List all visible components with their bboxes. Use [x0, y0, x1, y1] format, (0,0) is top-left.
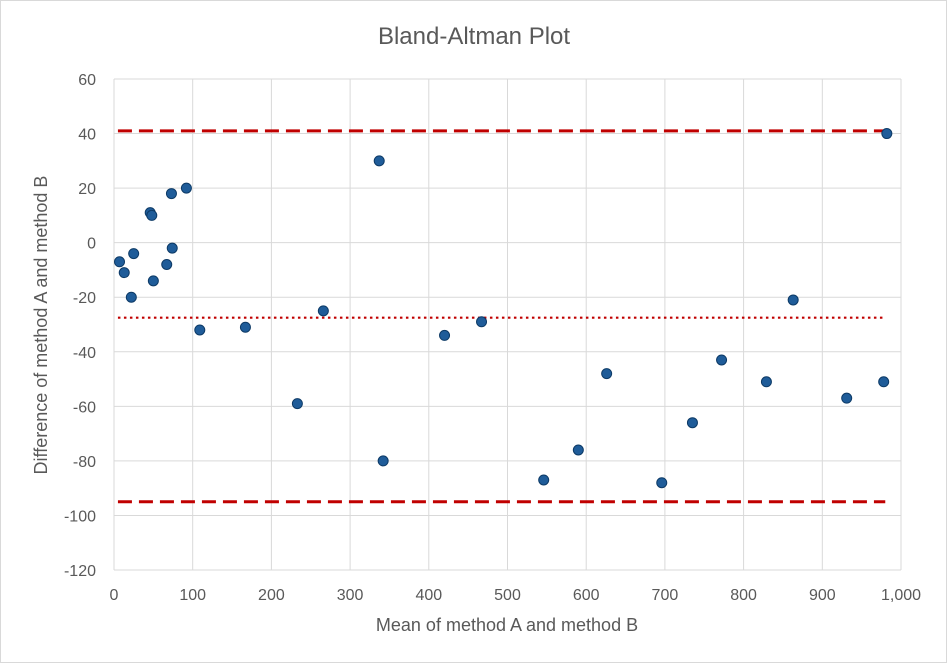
y-tick-label: -40 — [73, 345, 96, 362]
x-axis-label: Mean of method A and method B — [376, 615, 638, 635]
y-axis-label: Difference of method A and method B — [31, 176, 51, 475]
data-point — [128, 248, 140, 260]
data-point — [476, 316, 488, 328]
data-point — [716, 354, 728, 366]
y-tick-label: -100 — [64, 508, 96, 525]
x-tick-label: 400 — [415, 587, 442, 604]
y-tick-label: -60 — [73, 399, 96, 416]
data-point — [787, 294, 799, 306]
data-point — [686, 417, 698, 429]
x-axis-ticks: 0 100 200 300 400 500 600 700 800 900 1,000 — [110, 587, 922, 604]
y-tick-label: 20 — [78, 181, 96, 198]
data-point — [166, 242, 178, 254]
data-point — [118, 267, 130, 279]
data-point — [146, 209, 158, 221]
x-tick-label: 200 — [258, 587, 285, 604]
data-point — [841, 392, 853, 404]
data-point — [538, 474, 550, 486]
x-tick-label: 900 — [809, 587, 836, 604]
y-tick-label: -80 — [73, 454, 96, 471]
data-point — [572, 444, 584, 456]
x-tick-label: 1,000 — [881, 587, 921, 604]
data-point — [165, 188, 177, 200]
reference-lines — [117, 129, 886, 504]
data-point — [147, 275, 159, 287]
chart-title: Bland-Altman Plot — [378, 23, 570, 50]
x-tick-label: 700 — [652, 587, 679, 604]
x-tick-label: 100 — [179, 587, 206, 604]
data-point — [881, 128, 893, 140]
x-tick-label: 300 — [337, 587, 364, 604]
x-tick-label: 800 — [730, 587, 757, 604]
data-point — [180, 182, 192, 194]
data-point — [760, 376, 772, 388]
data-point — [377, 455, 389, 467]
y-axis-ticks: -120 -100 -80 -60 -40 -20 0 20 40 60 — [64, 72, 96, 580]
y-tick-label: -120 — [64, 563, 96, 580]
data-point — [114, 256, 126, 268]
grid-lines — [113, 78, 902, 571]
y-tick-label: 60 — [78, 72, 96, 89]
x-tick-label: 600 — [573, 587, 600, 604]
y-tick-label: 0 — [87, 236, 96, 253]
x-tick-label: 500 — [494, 587, 521, 604]
data-point — [194, 324, 206, 336]
data-point — [878, 376, 890, 388]
y-tick-label: -20 — [73, 290, 96, 307]
data-point — [161, 258, 173, 270]
data-point — [439, 329, 451, 341]
data-point — [239, 321, 251, 333]
data-point — [125, 291, 137, 303]
data-points — [114, 128, 893, 489]
data-point — [317, 305, 329, 317]
x-tick-label: 0 — [110, 587, 119, 604]
data-point — [656, 477, 668, 489]
data-point — [601, 368, 613, 380]
data-point — [291, 398, 303, 410]
y-tick-label: 40 — [78, 127, 96, 144]
data-point — [373, 155, 385, 167]
